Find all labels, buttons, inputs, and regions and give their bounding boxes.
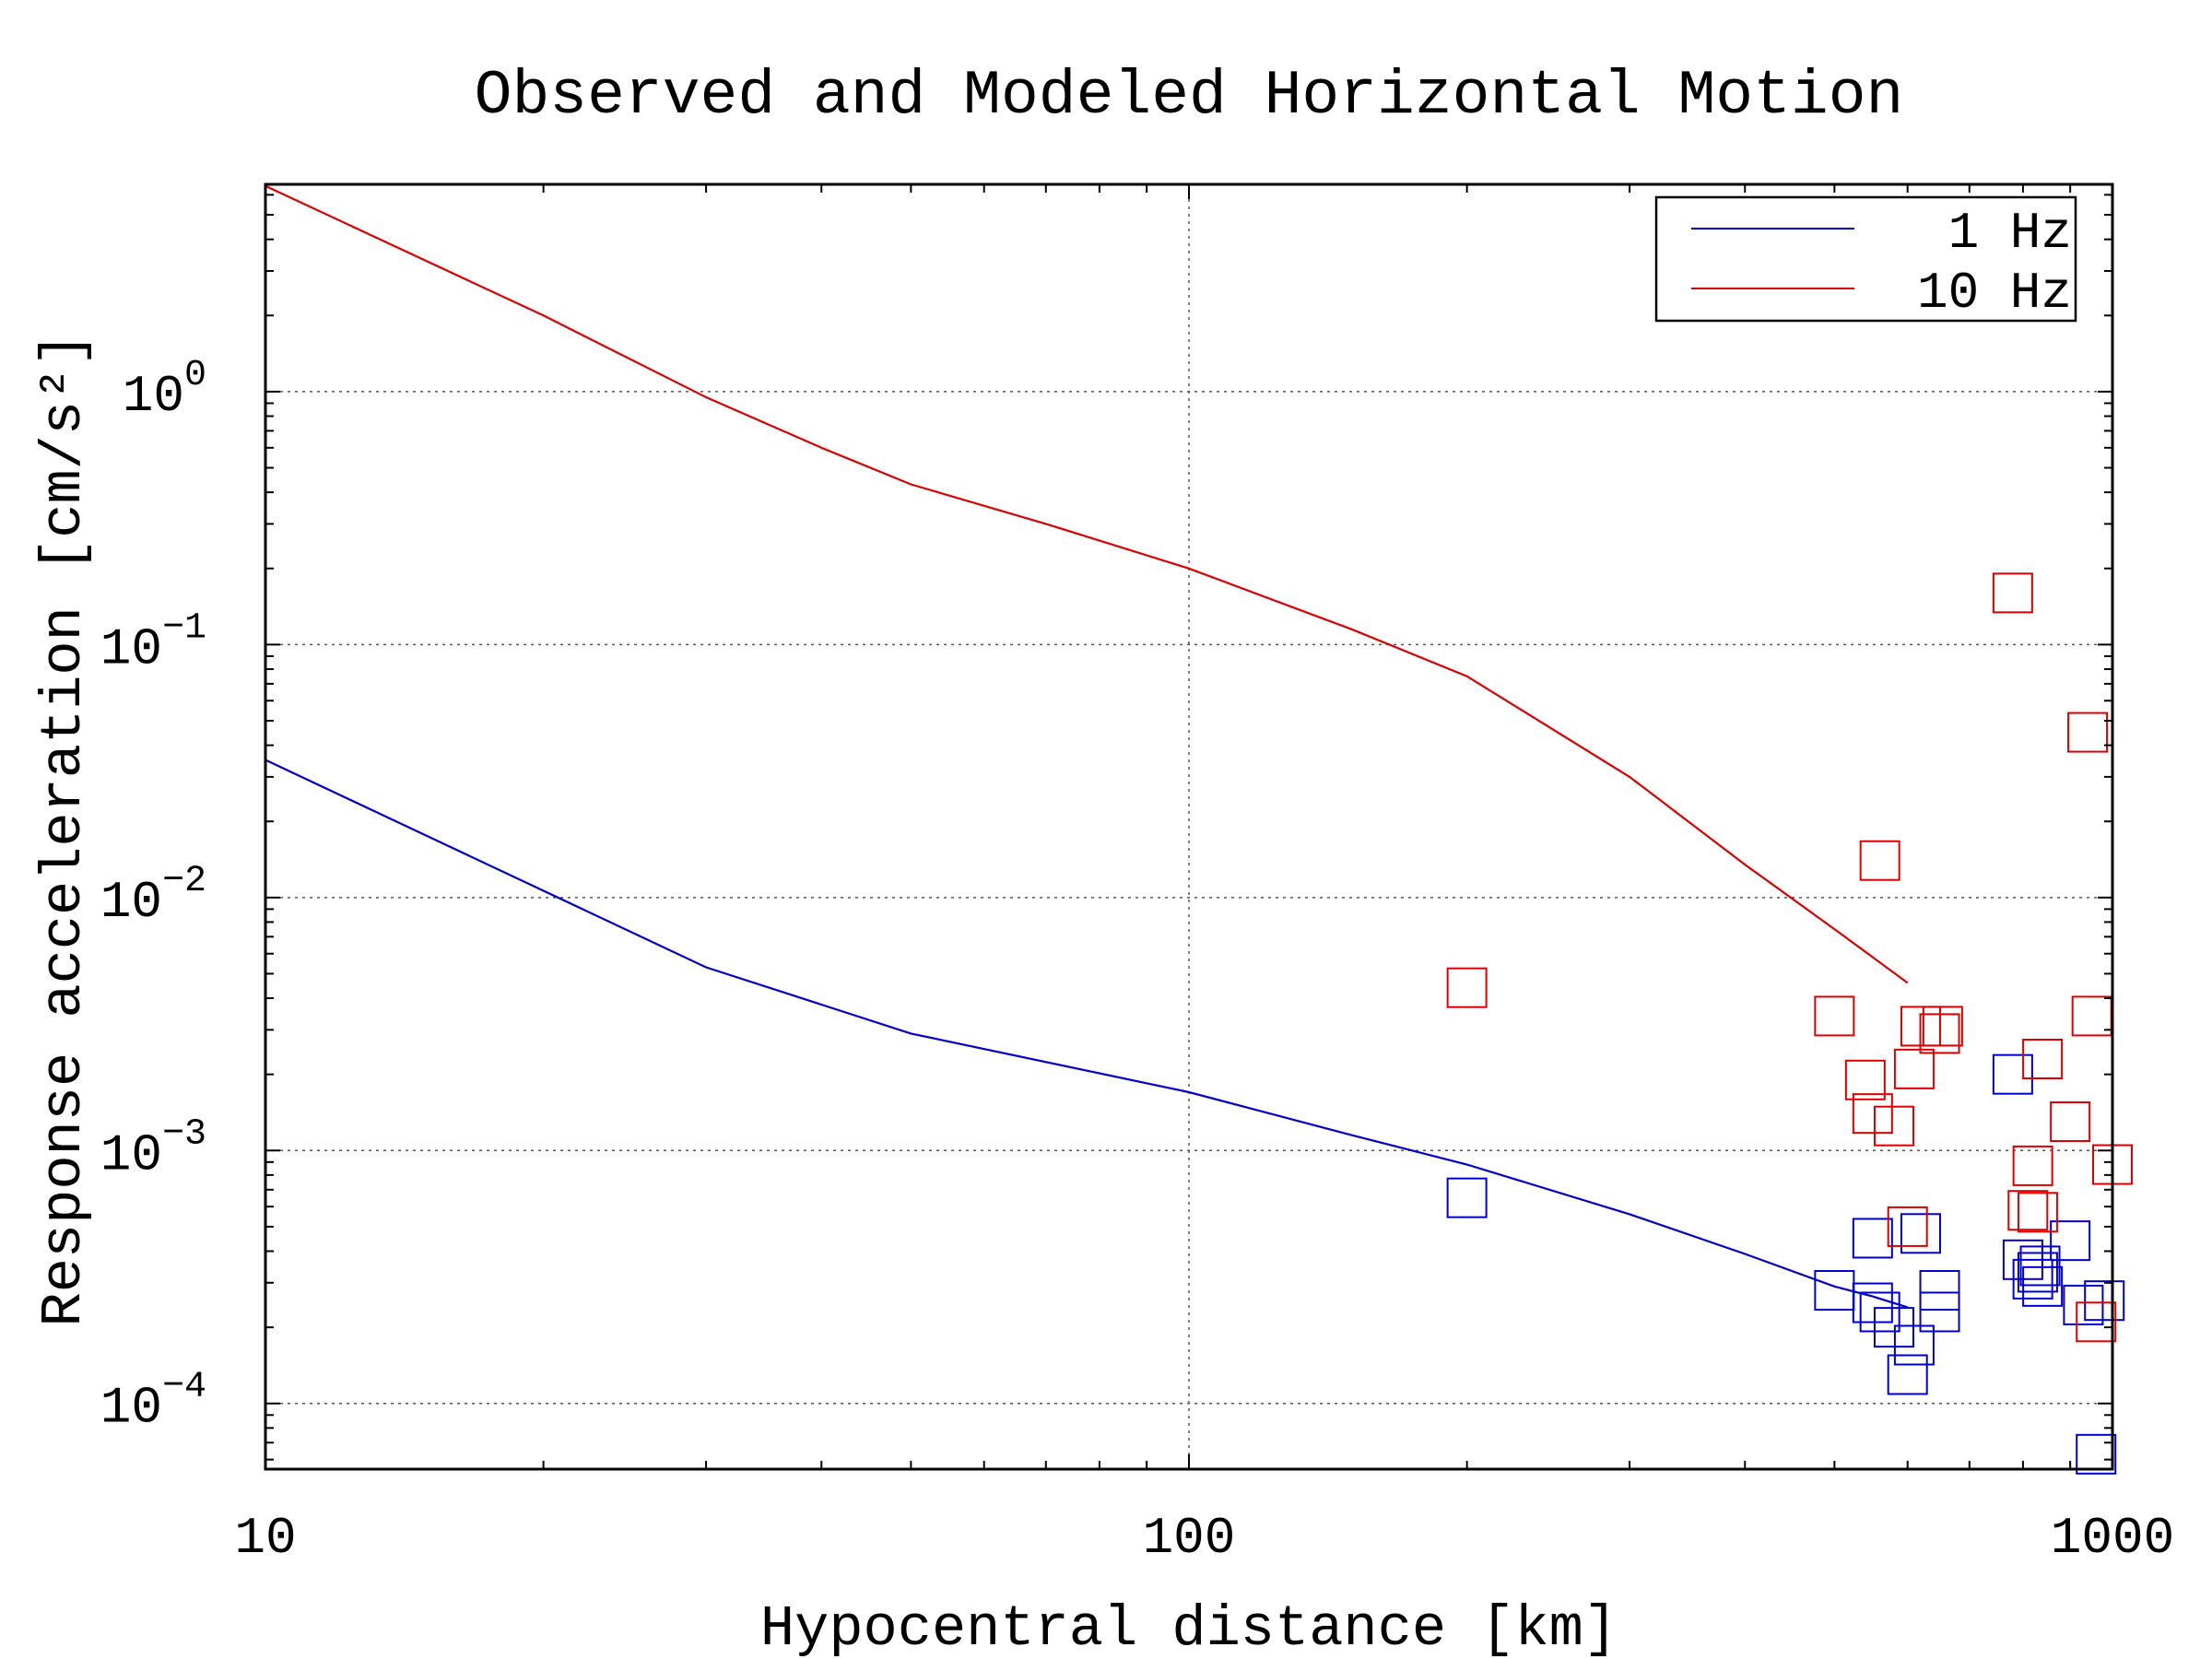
observed-point-1hz: [2084, 1280, 2125, 1322]
legend-label-10hz: 10 Hz: [1917, 264, 2072, 323]
observed-point-10hz: [1852, 1093, 1893, 1135]
y-tick-label: 10−2: [100, 861, 206, 932]
y-tick-label: 10−3: [100, 1113, 206, 1184]
observed-point-1hz: [1919, 1291, 1960, 1333]
observed-point-1hz: [2012, 1258, 2053, 1300]
observed-point-10hz: [2017, 1192, 2058, 1233]
observed-point-1hz: [1852, 1218, 1893, 1259]
x-tick-label: 1000: [2051, 1509, 2174, 1568]
observed-point-10hz: [1992, 572, 2033, 614]
y-tick-exponent: 0: [184, 355, 206, 396]
legend-box: [1654, 195, 2077, 323]
observed-point-10hz: [2076, 1301, 2117, 1343]
y-tick-base: 10: [100, 873, 162, 932]
observed-point-10hz: [1919, 1013, 1960, 1054]
observed-markers: [1446, 572, 2133, 1475]
x-tick-label: 100: [1143, 1509, 1236, 1568]
observed-point-10hz: [1814, 995, 1855, 1037]
observed-point-10hz: [1446, 967, 1488, 1008]
y-tick-exponent: −3: [162, 1113, 206, 1155]
plot-frame: [264, 182, 2114, 1471]
y-tick-label: 10−4: [100, 1367, 206, 1438]
observed-point-10hz: [2022, 1039, 2064, 1080]
y-tick-exponent: −2: [162, 861, 206, 902]
observed-point-10hz: [1887, 1206, 1928, 1247]
observed-point-1hz: [1852, 1282, 1893, 1324]
y-tick-base: 10: [100, 1125, 162, 1184]
observed-point-10hz: [2012, 1145, 2053, 1186]
grid-lines: [265, 184, 2112, 1469]
observed-point-10hz: [2050, 1101, 2091, 1143]
observed-point-10hz: [1873, 1105, 1914, 1147]
x-tick-label: 10: [234, 1509, 296, 1568]
legend: 1 Hz 10 Hz: [1654, 195, 2077, 323]
observed-point-1hz: [1893, 1324, 1935, 1366]
y-tick-base: 10: [100, 1379, 162, 1438]
observed-point-10hz: [2007, 1190, 2049, 1231]
y-tick-exponent: −1: [162, 607, 206, 649]
observed-point-1hz: [1992, 1053, 2033, 1095]
observed-point-1hz: [1859, 1291, 1900, 1333]
observed-point-1hz: [1887, 1354, 1928, 1395]
observed-point-10hz: [1893, 1048, 1935, 1089]
observed-point-1hz: [2022, 1265, 2064, 1307]
y-tick-exponent: −4: [162, 1367, 206, 1408]
observed-point-1hz: [2019, 1245, 2061, 1287]
x-tick-labels: 10 100 1000: [234, 1509, 2174, 1568]
observed-point-10hz: [1844, 1059, 1886, 1100]
y-tick-base: 10: [123, 367, 184, 426]
y-tick-label: 10−1: [100, 607, 206, 678]
x-axis-label: Hypocentral distance [km]: [760, 1596, 1618, 1659]
observed-point-1hz: [2017, 1252, 2058, 1293]
y-tick-label: 100: [123, 355, 206, 426]
y-axis-label: Response acceleration [cm/s²]: [31, 333, 97, 1327]
model-line-1hz: [265, 759, 1909, 1309]
observed-point-10hz: [1922, 1006, 1963, 1047]
observed-point-1hz: [1900, 1213, 1941, 1254]
model-line-10hz: [265, 184, 1909, 984]
observed-point-10hz: [2067, 712, 2109, 753]
observed-point-1hz: [2076, 1433, 2117, 1475]
observed-point-1hz: [2063, 1284, 2104, 1325]
chart-title: Observed and Modeled Horizontal Motion: [475, 61, 1904, 132]
observed-point-10hz: [1859, 840, 1900, 881]
observed-point-1hz: [1919, 1270, 1960, 1312]
observed-point-1hz: [1446, 1177, 1488, 1218]
observed-point-1hz: [2050, 1220, 2091, 1262]
y-tick-base: 10: [100, 619, 162, 678]
model-lines: [265, 184, 1909, 1309]
legend-label-1hz: 1 Hz: [1948, 204, 2072, 263]
